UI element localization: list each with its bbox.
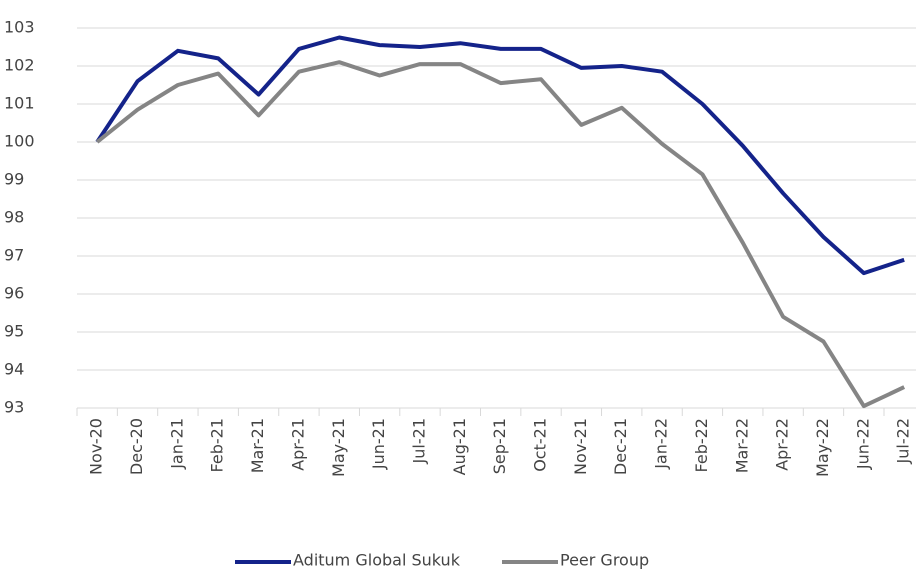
x-tick-label: Jul-21 [409, 418, 428, 464]
x-tick-label: Nov-20 [87, 418, 106, 475]
y-tick-label: 102 [4, 56, 35, 75]
y-tick-label: 94 [4, 360, 24, 379]
series-line [95, 60, 906, 409]
legend-label: Aditum Global Sukuk [293, 551, 461, 570]
x-tick-label: Jun-22 [853, 418, 872, 470]
y-tick-label: 96 [4, 284, 24, 303]
x-tick-label: Mar-22 [732, 418, 751, 473]
x-tick-label: Dec-20 [127, 418, 146, 475]
y-tick-label: 101 [4, 94, 35, 113]
x-tick-label: May-21 [329, 418, 348, 477]
series-line [95, 35, 905, 276]
x-tick-label: Feb-21 [208, 418, 227, 472]
x-tick-label: Mar-21 [248, 418, 267, 473]
x-tick-label: Jan-22 [652, 418, 671, 470]
y-tick-label: 93 [4, 398, 24, 417]
x-tick-label: Feb-22 [692, 418, 711, 472]
x-tick-label: Apr-22 [773, 418, 792, 471]
x-tick-label: Jul-22 [894, 418, 913, 464]
y-tick-label: 95 [4, 322, 24, 341]
x-tick-label: Sep-21 [490, 418, 509, 474]
y-tick-label: 99 [4, 170, 24, 189]
y-tick-label: 97 [4, 246, 24, 265]
y-tick-label: 100 [4, 132, 35, 151]
y-tick-label: 103 [4, 18, 35, 37]
x-tick-label: Dec-21 [611, 418, 630, 475]
x-tick-label: Oct-21 [531, 418, 550, 472]
x-tick-label: Nov-21 [571, 418, 590, 475]
x-tick-label: Jun-21 [369, 418, 388, 470]
x-tick-label: May-22 [813, 418, 832, 477]
y-tick-label: 98 [4, 208, 24, 227]
legend-label: Peer Group [560, 551, 649, 570]
x-tick-label: Apr-21 [288, 418, 307, 471]
x-tick-label: Jan-21 [167, 418, 186, 470]
x-tick-label: Aug-21 [450, 418, 469, 475]
